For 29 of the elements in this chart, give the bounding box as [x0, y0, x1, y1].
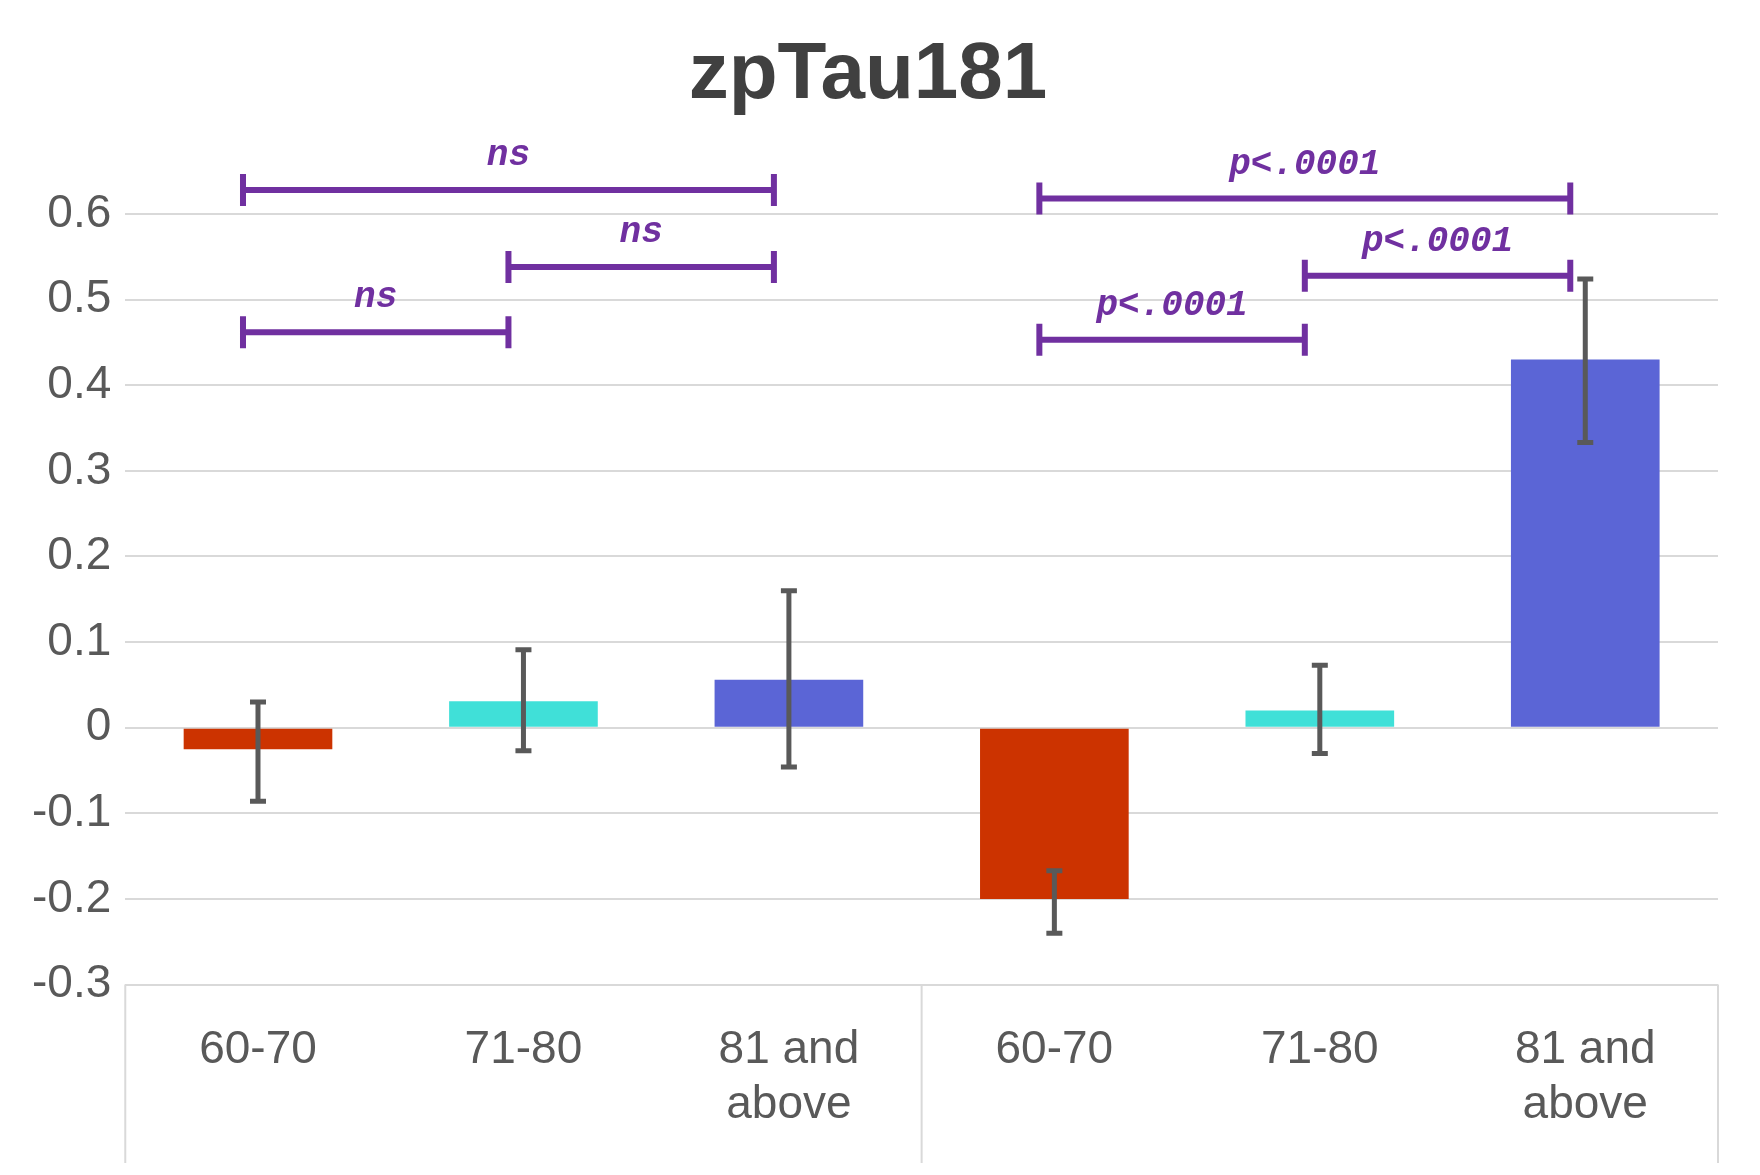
text: p<.0001 — [1228, 143, 1381, 185]
bar — [980, 728, 1129, 899]
x-tick-label: 60-70 — [995, 1020, 1114, 1073]
y-tick-label: -0.3 — [32, 955, 112, 1008]
y-tick-label: 0.3 — [47, 441, 112, 494]
annotation: ns — [619, 212, 663, 254]
y-tick-label: -0.1 — [32, 784, 112, 837]
y-tick-label: 0.4 — [47, 355, 112, 408]
y-tick-label: 0.2 — [47, 527, 112, 580]
y-tick-label: 0.6 — [47, 184, 112, 237]
bar — [183, 728, 333, 750]
text: ns — [486, 135, 531, 177]
bar — [1510, 359, 1660, 727]
bar — [449, 701, 598, 727]
y-tick-label: 0.1 — [47, 612, 112, 665]
x-tick-label: 81 and above — [1514, 1020, 1656, 1129]
x-tick-label: 71-80 — [1260, 1020, 1379, 1073]
bar — [714, 679, 864, 727]
y-tick-label: -0.2 — [32, 869, 112, 922]
x-tick-label: 60-70 — [199, 1020, 317, 1073]
y-tick-label: 0.5 — [47, 270, 112, 323]
annotation: p<.0001 — [1360, 220, 1514, 262]
y-tick-label: 0 — [85, 698, 112, 751]
annotation: p<.0001 — [1095, 284, 1248, 326]
bar — [1245, 710, 1395, 727]
chart-title: zpTau181 — [688, 26, 1048, 116]
annotation: ns — [354, 277, 398, 319]
x-tick-label: 71-80 — [464, 1020, 583, 1073]
x-tick-label: 81 and above — [718, 1020, 860, 1129]
